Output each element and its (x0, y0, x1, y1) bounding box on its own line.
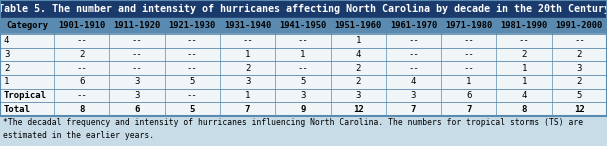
Text: 2: 2 (79, 50, 84, 59)
Text: 1: 1 (521, 77, 527, 86)
Text: Category: Category (6, 21, 48, 31)
Text: 1961-1970: 1961-1970 (390, 21, 437, 31)
Text: --: -- (463, 50, 474, 59)
Text: 1921-1930: 1921-1930 (169, 21, 216, 31)
Text: 3: 3 (411, 91, 416, 100)
Text: *The decadal frequency and intensity of hurricanes influencing North Carolina. T: *The decadal frequency and intensity of … (3, 118, 583, 139)
Text: 2: 2 (4, 64, 9, 73)
Bar (0, 61, 607, 75)
Text: --: -- (463, 36, 474, 45)
Text: --: -- (76, 36, 87, 45)
Text: 5: 5 (300, 77, 305, 86)
Text: 1931-1940: 1931-1940 (224, 21, 271, 31)
Text: --: -- (297, 36, 308, 45)
Text: 1981-1990: 1981-1990 (500, 21, 548, 31)
Text: 3: 3 (300, 91, 305, 100)
Text: 2: 2 (356, 77, 361, 86)
Text: 1911-1920: 1911-1920 (114, 21, 161, 31)
Text: 9: 9 (300, 105, 305, 114)
Text: 1: 1 (300, 50, 305, 59)
Text: 12: 12 (574, 105, 585, 114)
Text: --: -- (132, 64, 142, 73)
Bar (0, 0, 607, 18)
Text: 1: 1 (521, 64, 527, 73)
Text: --: -- (408, 36, 419, 45)
Bar (0, 48, 607, 61)
Text: 1941-1950: 1941-1950 (279, 21, 327, 31)
Text: 7: 7 (245, 105, 250, 114)
Text: 1971-1980: 1971-1980 (445, 21, 492, 31)
Text: 6: 6 (79, 77, 84, 86)
Text: 8: 8 (79, 105, 84, 114)
Text: 1951-1960: 1951-1960 (334, 21, 382, 31)
Text: --: -- (518, 36, 529, 45)
Text: --: -- (187, 91, 198, 100)
Text: 4: 4 (521, 91, 527, 100)
Text: 2: 2 (521, 50, 527, 59)
Text: 5: 5 (189, 77, 195, 86)
Text: 6: 6 (134, 105, 140, 114)
Bar (0, 34, 607, 48)
Text: 2: 2 (577, 77, 582, 86)
Text: 2: 2 (356, 64, 361, 73)
Text: 4: 4 (4, 36, 9, 45)
Bar (0, 89, 607, 102)
Text: --: -- (408, 64, 419, 73)
Text: 12: 12 (353, 105, 364, 114)
Text: 4: 4 (356, 50, 361, 59)
Text: 4: 4 (411, 77, 416, 86)
Text: 5: 5 (577, 91, 582, 100)
Text: --: -- (408, 50, 419, 59)
Text: --: -- (76, 64, 87, 73)
Text: 2: 2 (577, 50, 582, 59)
Text: 7: 7 (466, 105, 472, 114)
Text: 5: 5 (189, 105, 195, 114)
Text: 6: 6 (466, 91, 472, 100)
Text: --: -- (574, 36, 585, 45)
Text: --: -- (132, 36, 142, 45)
Bar (0, 102, 607, 116)
Text: Total: Total (4, 105, 31, 114)
Text: 3: 3 (4, 50, 9, 59)
Text: Tropical: Tropical (4, 91, 47, 100)
Text: 3: 3 (134, 77, 140, 86)
Text: 3: 3 (577, 64, 582, 73)
Text: 1901-1910: 1901-1910 (58, 21, 105, 31)
Text: 8: 8 (521, 105, 527, 114)
Text: 1: 1 (245, 91, 250, 100)
Text: --: -- (463, 64, 474, 73)
Text: 3: 3 (245, 77, 250, 86)
Text: --: -- (242, 36, 253, 45)
Text: Table 5. The number and intensity of hurricanes affecting North Carolina by deca: Table 5. The number and intensity of hur… (0, 4, 607, 14)
Bar (0, 116, 607, 146)
Text: 1: 1 (466, 77, 472, 86)
Text: 1991-2000: 1991-2000 (556, 21, 603, 31)
Text: --: -- (187, 36, 198, 45)
Text: --: -- (187, 50, 198, 59)
Bar (0, 18, 607, 34)
Text: --: -- (187, 64, 198, 73)
Text: --: -- (76, 91, 87, 100)
Text: 3: 3 (356, 91, 361, 100)
Text: 1: 1 (356, 36, 361, 45)
Bar (0, 0, 607, 116)
Text: --: -- (132, 50, 142, 59)
Text: 2: 2 (245, 64, 250, 73)
Text: 3: 3 (134, 91, 140, 100)
Text: 1: 1 (4, 77, 9, 86)
Bar (0, 75, 607, 89)
Text: 7: 7 (411, 105, 416, 114)
Text: 1: 1 (245, 50, 250, 59)
Text: --: -- (297, 64, 308, 73)
